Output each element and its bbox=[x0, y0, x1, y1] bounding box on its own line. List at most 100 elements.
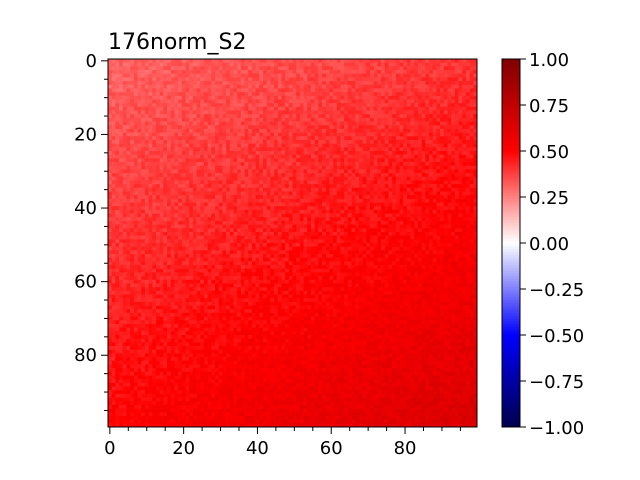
heatmap-cell bbox=[215, 198, 220, 203]
heatmap-cell bbox=[178, 158, 183, 163]
heatmap-cell bbox=[251, 99, 256, 104]
heatmap-cell bbox=[451, 121, 456, 126]
heatmap-cell bbox=[392, 195, 397, 200]
heatmap-cell bbox=[451, 187, 456, 192]
heatmap-cell bbox=[159, 224, 164, 229]
heatmap-cell bbox=[237, 99, 242, 104]
heatmap-cell bbox=[336, 128, 341, 133]
heatmap-cell bbox=[226, 165, 231, 170]
heatmap-cell bbox=[292, 117, 297, 122]
heatmap-cell bbox=[329, 88, 334, 93]
heatmap-cell bbox=[366, 202, 371, 207]
heatmap-cell bbox=[443, 147, 448, 152]
heatmap-cell bbox=[296, 195, 301, 200]
heatmap-cell bbox=[200, 180, 205, 185]
heatmap-cell bbox=[196, 92, 201, 97]
heatmap-cell bbox=[451, 92, 456, 97]
heatmap-cell bbox=[211, 106, 216, 111]
heatmap-cell bbox=[281, 114, 286, 119]
heatmap-cell bbox=[237, 191, 242, 196]
heatmap-cell bbox=[274, 99, 279, 104]
heatmap-cell bbox=[277, 121, 282, 126]
heatmap-cell bbox=[277, 220, 282, 225]
heatmap-cell bbox=[192, 220, 197, 225]
heatmap-cell bbox=[167, 169, 172, 174]
heatmap-cell bbox=[381, 62, 386, 67]
heatmap-cell bbox=[285, 154, 290, 159]
heatmap-cell bbox=[248, 139, 253, 144]
heatmap-cell bbox=[310, 154, 315, 159]
heatmap-cell bbox=[344, 235, 349, 240]
heatmap-cell bbox=[288, 235, 293, 240]
heatmap-cell bbox=[244, 235, 249, 240]
heatmap-cell bbox=[248, 224, 253, 229]
heatmap-cell bbox=[266, 121, 271, 126]
heatmap-cell bbox=[178, 184, 183, 189]
heatmap-cell bbox=[421, 117, 426, 122]
heatmap-cell bbox=[465, 209, 470, 214]
heatmap-cell bbox=[248, 147, 253, 152]
heatmap-cell bbox=[270, 66, 275, 71]
heatmap-cell bbox=[358, 206, 363, 211]
heatmap-cell bbox=[355, 206, 360, 211]
heatmap-cell bbox=[429, 191, 434, 196]
heatmap-cell bbox=[299, 217, 304, 222]
heatmap-cell bbox=[377, 59, 382, 64]
heatmap-cell bbox=[443, 187, 448, 192]
heatmap-cell bbox=[115, 143, 120, 148]
heatmap-cell bbox=[388, 191, 393, 196]
heatmap-cell bbox=[130, 151, 135, 156]
heatmap-cell bbox=[130, 70, 135, 75]
heatmap-cell bbox=[347, 62, 352, 67]
heatmap-cell bbox=[277, 235, 282, 240]
heatmap-cell bbox=[299, 81, 304, 86]
heatmap-cell bbox=[163, 66, 168, 71]
heatmap-cell bbox=[469, 228, 474, 233]
heatmap-cell bbox=[170, 228, 175, 233]
heatmap-cell bbox=[274, 125, 279, 130]
heatmap-cell bbox=[192, 66, 197, 71]
heatmap-cell bbox=[148, 95, 153, 100]
heatmap-cell bbox=[473, 84, 478, 89]
heatmap-cell bbox=[122, 95, 127, 100]
heatmap-cell bbox=[174, 217, 179, 222]
heatmap-cell bbox=[126, 92, 131, 97]
heatmap-cell bbox=[303, 224, 308, 229]
heatmap-cell bbox=[310, 139, 315, 144]
heatmap-cell bbox=[248, 125, 253, 130]
heatmap-cell bbox=[192, 139, 197, 144]
heatmap-cell bbox=[425, 173, 430, 178]
heatmap-cell bbox=[148, 162, 153, 167]
heatmap-cell bbox=[251, 184, 256, 189]
heatmap-cell bbox=[167, 139, 172, 144]
heatmap-cell bbox=[310, 184, 315, 189]
heatmap-cell bbox=[403, 154, 408, 159]
heatmap-cell bbox=[299, 143, 304, 148]
heatmap-cell bbox=[226, 143, 231, 148]
heatmap-cell bbox=[170, 139, 175, 144]
heatmap-cell bbox=[421, 165, 426, 170]
heatmap-cell bbox=[211, 88, 216, 93]
heatmap-cell bbox=[344, 220, 349, 225]
heatmap-cell bbox=[181, 136, 186, 141]
heatmap-cell bbox=[473, 231, 478, 236]
heatmap-cell bbox=[406, 95, 411, 100]
heatmap-cell bbox=[344, 59, 349, 64]
heatmap-cell bbox=[392, 239, 397, 244]
heatmap-cell bbox=[244, 121, 249, 126]
heatmap-cell bbox=[358, 117, 363, 122]
heatmap-cell bbox=[259, 158, 264, 163]
heatmap-cell bbox=[270, 176, 275, 181]
heatmap-cell bbox=[436, 103, 441, 108]
heatmap-cell bbox=[355, 235, 360, 240]
heatmap-cell bbox=[222, 117, 227, 122]
heatmap-cell bbox=[277, 195, 282, 200]
heatmap-cell bbox=[303, 202, 308, 207]
heatmap-cell bbox=[358, 139, 363, 144]
heatmap-cell bbox=[167, 158, 172, 163]
heatmap-cell bbox=[240, 59, 245, 64]
heatmap-cell bbox=[436, 169, 441, 174]
heatmap-cell bbox=[432, 132, 437, 137]
heatmap-cell bbox=[377, 228, 382, 233]
heatmap-cell bbox=[215, 228, 220, 233]
